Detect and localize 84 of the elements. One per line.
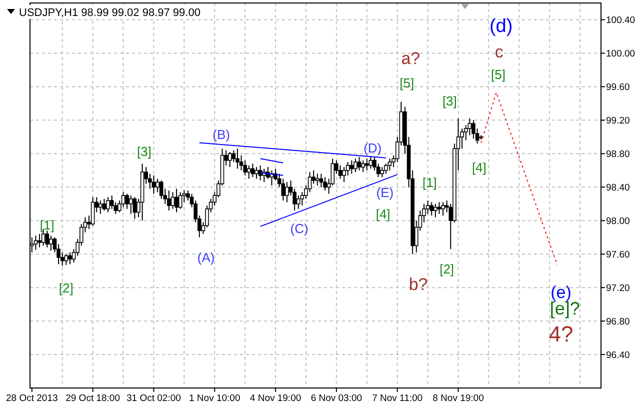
candlestick <box>156 178 160 193</box>
annotation: (D) <box>364 140 382 156</box>
candlestick <box>170 192 175 210</box>
x-tick-label: 1 Nov 10:00 <box>189 393 240 404</box>
candlestick <box>434 203 438 218</box>
candlestick <box>178 192 182 210</box>
annotation: (d) <box>489 16 513 38</box>
y-tick-label: 98.80 <box>606 148 630 160</box>
candlestick <box>361 160 365 173</box>
y-tick-label: 99.20 <box>606 116 630 126</box>
candlestick <box>68 252 72 265</box>
annotation: [1] <box>422 175 437 190</box>
annotation: [2] <box>440 262 454 277</box>
annotation: [5] <box>490 67 506 82</box>
x-tick-label: 29 Oct 18:00 <box>66 393 120 404</box>
x-tick-label: 28 Oct 2013 <box>6 393 58 404</box>
candlestick <box>380 166 384 178</box>
candlestick <box>388 158 392 171</box>
candlestick <box>254 166 258 180</box>
candlestick <box>121 192 126 208</box>
x-tick-label: 31 Oct 02:00 <box>126 393 181 404</box>
candlestick <box>338 164 342 180</box>
x-tick-label: 7 Nov 11:00 <box>372 393 423 404</box>
candlestick <box>350 160 354 174</box>
annotation: (B) <box>212 127 230 142</box>
candlestick <box>38 234 42 248</box>
candlestick <box>316 173 320 186</box>
candlestick <box>132 196 137 220</box>
candlestick <box>243 160 247 176</box>
candlestick <box>258 164 262 181</box>
candlestick <box>354 158 358 173</box>
candlestick <box>319 173 324 188</box>
candlestick <box>228 151 232 168</box>
candlestick <box>128 195 133 214</box>
candlestick <box>296 195 300 210</box>
candlestick <box>98 200 102 214</box>
y-tick-label: 96.40 <box>606 350 630 361</box>
y-tick-label: 100.00 <box>606 48 636 60</box>
candlestick <box>246 164 251 180</box>
candlestick <box>34 235 38 250</box>
annotation: [2] <box>58 280 74 296</box>
candlestick <box>441 202 445 216</box>
candlestick <box>472 120 476 140</box>
candlestick <box>167 190 171 212</box>
candlestick <box>368 156 373 170</box>
annotation: [4] <box>376 206 390 222</box>
annotation: (C) <box>290 221 308 236</box>
candlestick <box>64 254 68 266</box>
x-tick-label: 8 Nov 19:00 <box>432 393 484 404</box>
y-tick-label: 96.80 <box>606 316 630 328</box>
annotation: [1] <box>40 218 54 233</box>
y-tick-label: 99.60 <box>606 82 630 94</box>
x-tick-label: 4 Nov 19:00 <box>250 393 302 404</box>
annotation: [4] <box>472 160 486 176</box>
candlestick <box>106 196 110 213</box>
candlestick <box>364 158 369 171</box>
candlestick <box>102 198 106 212</box>
candlestick <box>250 163 255 178</box>
annotation: (E) <box>376 184 394 200</box>
candlestick <box>323 176 327 191</box>
annotation: [3] <box>136 144 152 160</box>
annotation: (A) <box>197 250 215 265</box>
chart-title: USDJPY,H1 98.99 99.02 98.97 99.00 <box>19 7 200 19</box>
annotation: [5] <box>400 76 414 91</box>
y-tick-label: 98.00 <box>606 216 630 227</box>
annotation: b? <box>408 275 428 294</box>
x-tick-label: 6 Nov 03:00 <box>310 393 362 404</box>
y-tick-label: 98.40 <box>606 182 630 194</box>
candlestick <box>90 196 95 226</box>
y-tick-label: 97.60 <box>606 249 630 260</box>
candlestick <box>152 174 156 194</box>
candlestick <box>430 202 434 216</box>
y-tick-label: 97.20 <box>606 282 630 294</box>
annotation: 4? <box>548 322 574 347</box>
candlestick <box>437 202 442 214</box>
candlestick <box>174 188 178 213</box>
candlestick <box>236 148 240 170</box>
candlestick <box>285 182 289 203</box>
candlestick <box>49 235 53 252</box>
y-tick-label: 100.40 <box>606 15 636 26</box>
candlestick <box>357 156 362 171</box>
annotation: c <box>494 42 504 62</box>
annotation: [3] <box>442 94 457 109</box>
annotation: a? <box>401 48 420 68</box>
